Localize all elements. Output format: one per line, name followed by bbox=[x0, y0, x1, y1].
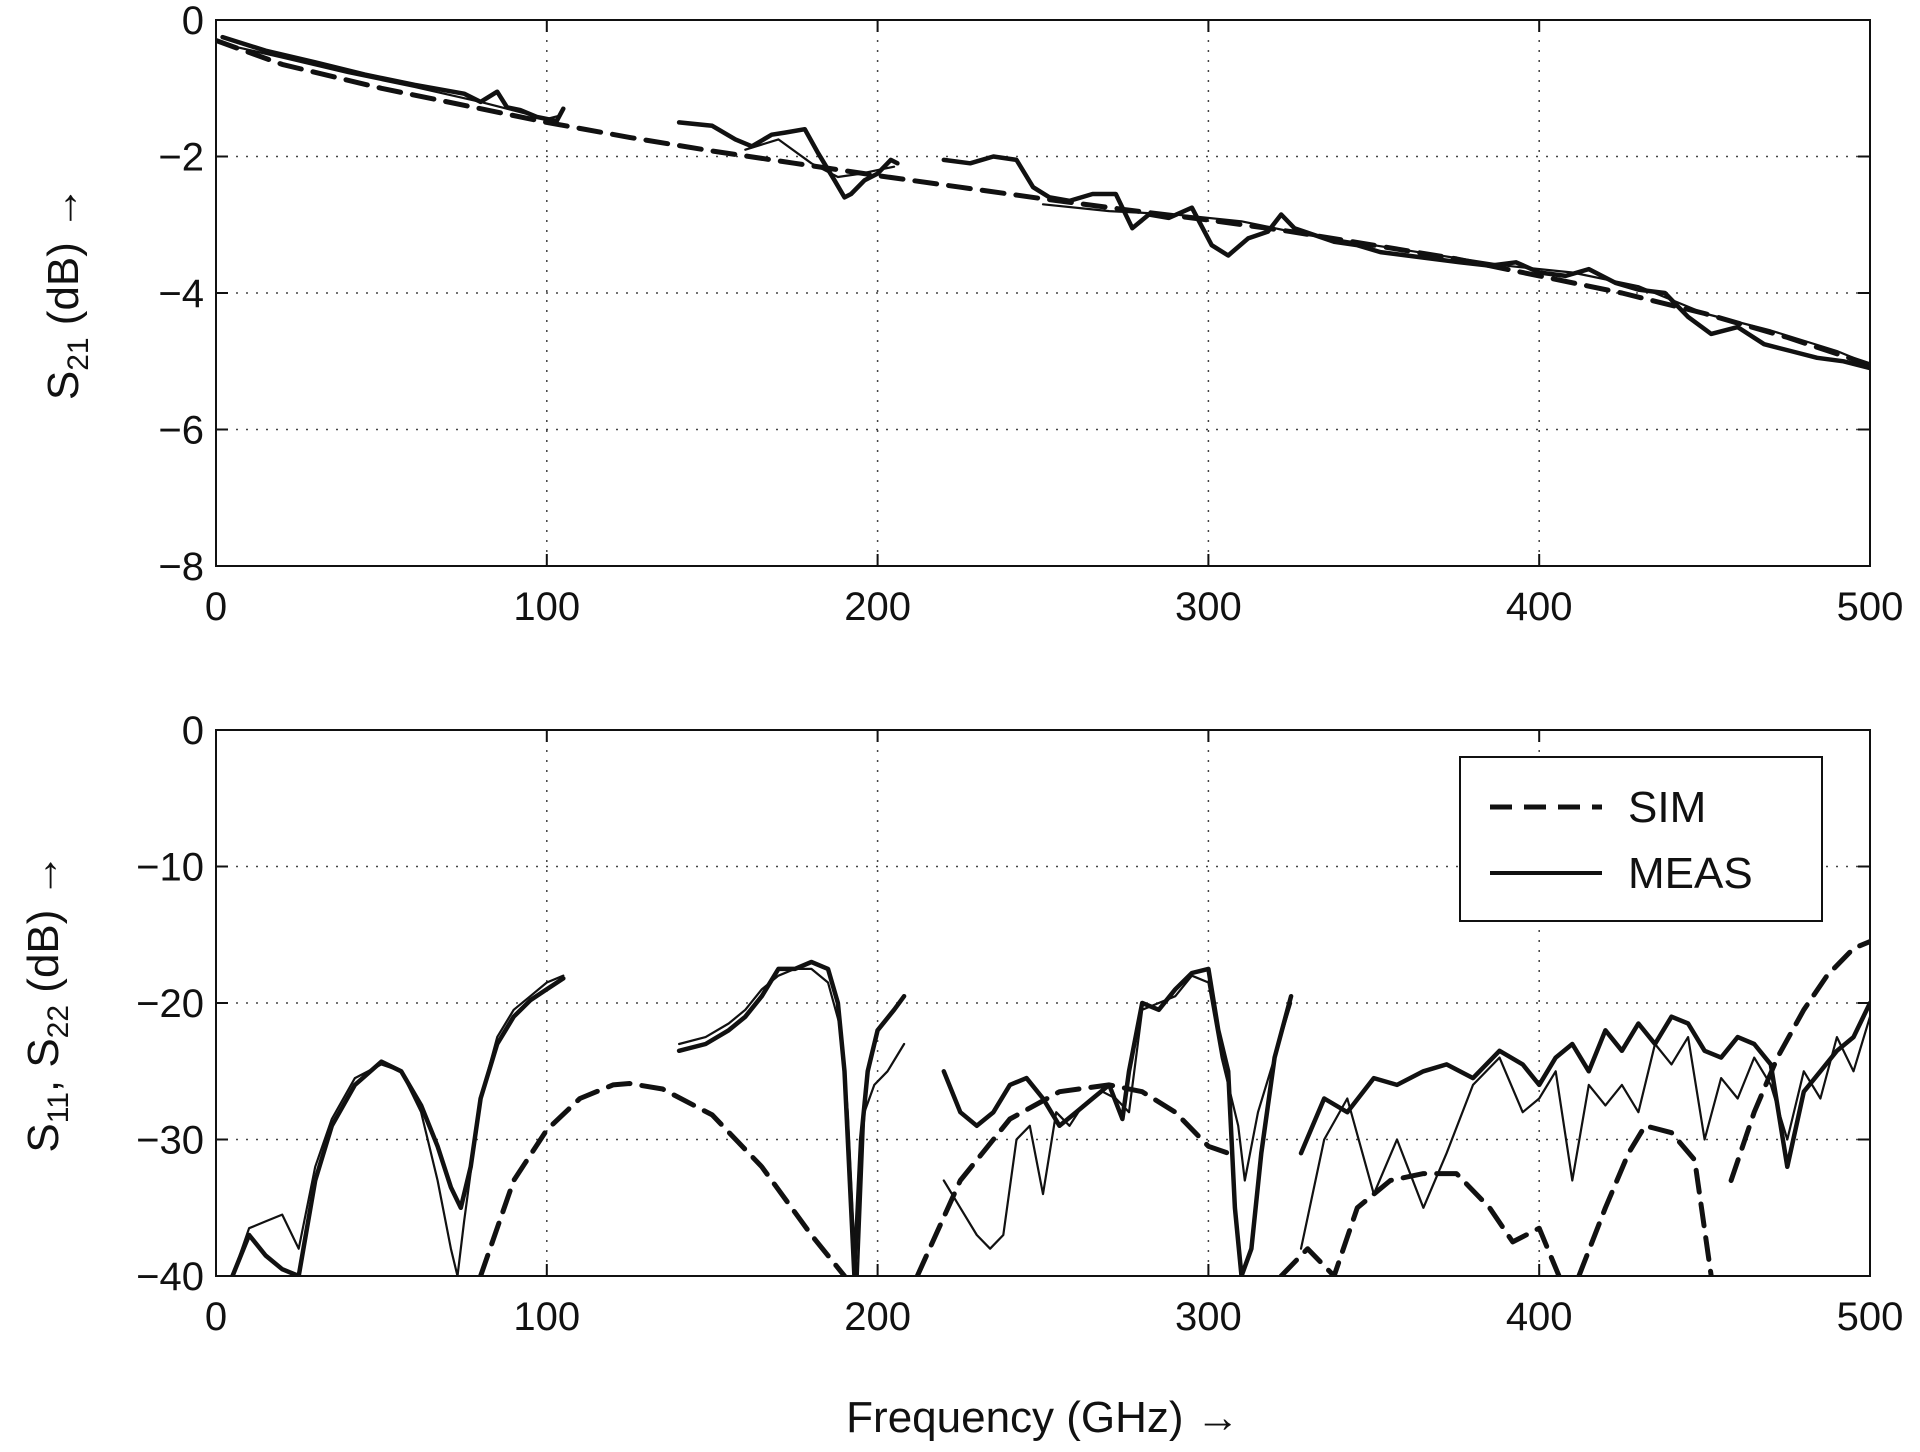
top-x-tick-label: 100 bbox=[513, 585, 580, 629]
legend-sim-label: SIM bbox=[1628, 783, 1706, 832]
top-y-tick-label: −6 bbox=[158, 409, 204, 453]
bottom-x-tick-label: 500 bbox=[1837, 1295, 1904, 1339]
top-series-dashed-line-0 bbox=[216, 38, 1870, 368]
legend-box bbox=[1459, 756, 1823, 922]
top-series-solid-thin-line-2 bbox=[1041, 203, 1870, 366]
bottom-ylabel-sub2: 22 bbox=[42, 1005, 75, 1038]
bottom-y-tick-label: −40 bbox=[136, 1255, 204, 1299]
top-y-tick-label: 0 bbox=[182, 0, 204, 43]
bottom-series-solid-thin-line-2 bbox=[942, 974, 1293, 1250]
bottom-ylabel-main1: S bbox=[19, 1123, 68, 1152]
bottom-series-dashed-line-3 bbox=[1576, 1123, 1714, 1276]
top-x-tick-label: 200 bbox=[844, 585, 911, 629]
bottom-series-solid-thick-line-1 bbox=[676, 959, 907, 1276]
bottom-series-solid-thick-line-2 bbox=[941, 966, 1294, 1276]
top-ylabel-rest: (dB) → bbox=[39, 186, 88, 338]
bottom-series-solid-thin-line-3 bbox=[1299, 1015, 1870, 1250]
bottom-series bbox=[230, 939, 1870, 1276]
top-series-solid-thin-line-0 bbox=[221, 42, 562, 121]
top-grid bbox=[216, 20, 1870, 566]
top-series-solid-thick-line-2 bbox=[941, 154, 1870, 371]
top-series-solid-thick-line-0 bbox=[220, 34, 566, 124]
bottom-series-solid-thick-line-0 bbox=[230, 976, 566, 1276]
bottom-y-tick-label: −10 bbox=[136, 846, 204, 890]
bottom-ylabel-sub1: 11 bbox=[42, 1092, 75, 1123]
bottom-series-solid-thick-line-3 bbox=[1298, 1000, 1870, 1170]
top-ticks: 0 100 200 300 400 500 0 −2 −4 −6 −8 bbox=[158, 0, 1903, 629]
top-y-tick-label: −8 bbox=[158, 545, 204, 589]
bottom-ticks: 0 100 200 300 400 500 0 −10 −20 −30 −40 bbox=[136, 709, 1903, 1339]
bottom-series-solid-thin-line-0 bbox=[231, 974, 565, 1276]
bottom-ylabel-mid: , S bbox=[19, 1038, 68, 1092]
bottom-x-tick-label: 400 bbox=[1506, 1295, 1573, 1339]
top-ylabel-sub: 21 bbox=[62, 337, 95, 370]
bottom-y-axis-label: S11, S22 (dB) → bbox=[19, 853, 75, 1152]
top-x-tick-label: 300 bbox=[1175, 585, 1242, 629]
bottom-series-dashed-line-4 bbox=[1728, 939, 1870, 1183]
top-series-solid-thick-line-1 bbox=[676, 120, 900, 200]
top-y-tick-label: −4 bbox=[158, 272, 204, 316]
top-chart: 0 100 200 300 400 500 0 −2 −4 −6 −8 S21 (dB) → bbox=[39, 0, 1903, 629]
top-series bbox=[216, 34, 1870, 371]
bottom-ylabel-rest: (dB) → bbox=[19, 853, 68, 1005]
bottom-x-tick-label: 200 bbox=[844, 1295, 911, 1339]
bottom-chart: 0 100 200 300 400 500 0 −10 −20 −30 −40 S11, S22 (… bbox=[19, 709, 1903, 1442]
top-series-solid-thin-line-1 bbox=[744, 138, 896, 179]
bottom-series-solid-thin-line-1 bbox=[677, 967, 906, 1276]
bottom-x-tick-label: 0 bbox=[205, 1295, 227, 1339]
bottom-y-tick-label: −30 bbox=[136, 1119, 204, 1163]
top-x-tick-label: 500 bbox=[1837, 585, 1904, 629]
top-y-axis-label: S21 (dB) → bbox=[39, 186, 95, 400]
bottom-series-dashed-line-0 bbox=[478, 1081, 847, 1276]
bottom-y-tick-label: 0 bbox=[182, 709, 204, 753]
top-y-tick-label: −2 bbox=[158, 136, 204, 180]
bottom-x-tick-label: 100 bbox=[513, 1295, 580, 1339]
bottom-series-dashed-line-2 bbox=[1278, 1171, 1562, 1276]
top-x-tick-label: 400 bbox=[1506, 585, 1573, 629]
top-x-tick-label: 0 bbox=[205, 585, 227, 629]
legend-meas-label: MEAS bbox=[1628, 849, 1753, 898]
top-ylabel-main: S bbox=[39, 371, 88, 400]
bottom-y-tick-label: −20 bbox=[136, 982, 204, 1026]
x-axis-label: Frequency (GHz) → bbox=[846, 1393, 1240, 1442]
legend: SIM MEAS bbox=[1459, 756, 1823, 922]
bottom-x-tick-label: 300 bbox=[1175, 1295, 1242, 1339]
